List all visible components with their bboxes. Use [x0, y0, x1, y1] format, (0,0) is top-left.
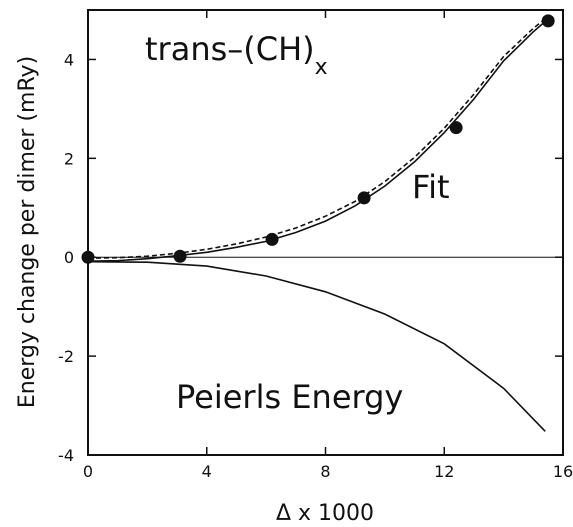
y-tick-label: 4: [64, 50, 74, 69]
x-tick-label: 8: [320, 462, 330, 481]
y-tick-label: -2: [58, 347, 74, 366]
data-point: [541, 14, 555, 28]
series-line-3: [87, 260, 546, 432]
y-tick-label: 0: [64, 248, 74, 267]
series-line-2: [87, 15, 549, 259]
peierls-energy-label: Peierls Energy: [176, 378, 403, 416]
data-point: [449, 121, 463, 135]
x-tick-label: 12: [434, 462, 454, 481]
fit-label: Fit: [412, 168, 450, 206]
data-point: [81, 250, 95, 264]
chart-annotation-title: trans–(CH)x: [145, 30, 328, 80]
data-point: [173, 249, 187, 263]
data-point: [357, 191, 371, 205]
x-tick-label: 16: [553, 462, 573, 481]
y-axis-label: Energy change per dimer (mRy): [15, 56, 40, 408]
x-tick-label: 0: [83, 462, 93, 481]
y-tick-label: 2: [64, 149, 74, 168]
series-group: [87, 15, 563, 432]
x-tick-label: 4: [202, 462, 212, 481]
data-point: [265, 232, 279, 246]
ticks: 0 4 8 12 16 -4 -2 0 2 4: [58, 10, 573, 481]
y-tick-label: -4: [58, 446, 74, 465]
x-axis-label: Δ x 1000: [276, 501, 374, 526]
data-points: [81, 14, 555, 264]
